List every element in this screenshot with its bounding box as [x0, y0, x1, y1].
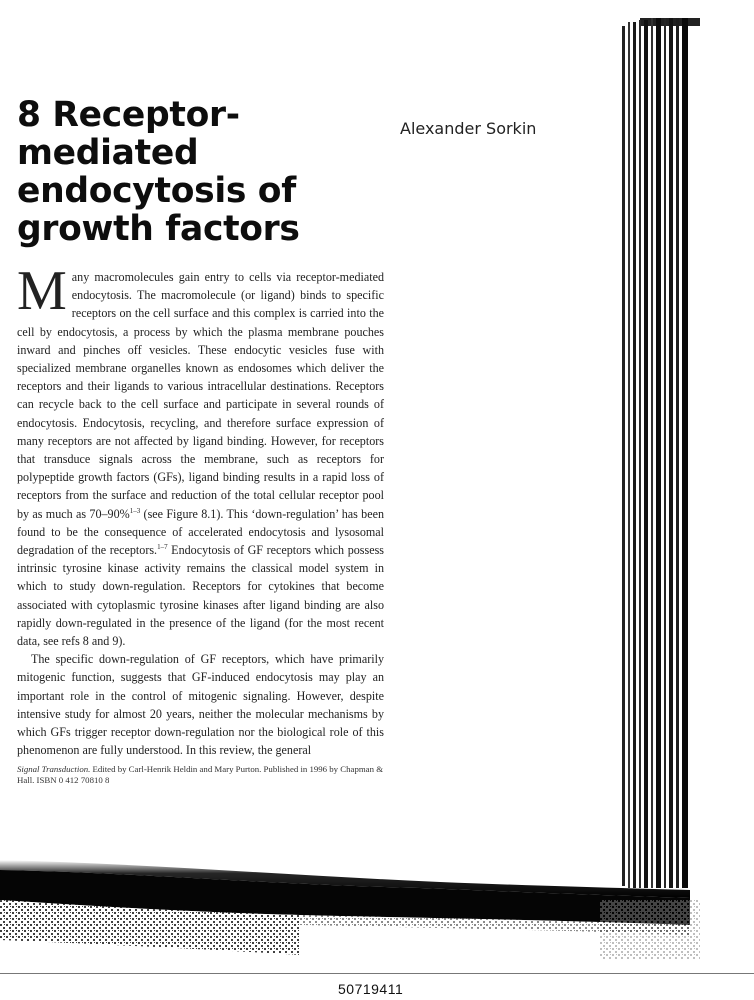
paragraph-text: (see Figure 8.1). This ‘down-regulation’… [17, 506, 385, 558]
paragraph-2: The specific down-regulation of GF recep… [17, 652, 384, 758]
chapter-title-line: growth factors [17, 209, 300, 249]
chapter-title-line: 8 Receptor-mediated [17, 95, 240, 173]
page-stack-edge [622, 18, 688, 888]
citation: 1–7 [157, 543, 168, 552]
chapter-title: 8 Receptor-mediated endocytosis of growt… [17, 96, 377, 248]
footnote-book-title: Signal Transduction. [17, 764, 91, 774]
bottom-rule [0, 973, 754, 974]
paragraph-text: any macromolecules gain entry to cells v… [17, 270, 384, 521]
footnote: Signal Transduction. Edited by Carl-Henr… [17, 764, 384, 785]
chapter-title-line: endocytosis of [17, 171, 296, 211]
document-id: 50719411 [338, 981, 404, 997]
drop-cap: M [17, 260, 67, 322]
citation: 1–3 [129, 506, 141, 515]
paragraph-text: Endocytosis of GF receptors which posses… [17, 543, 384, 649]
author-name: Alexander Sorkin [400, 119, 537, 138]
footnote-text: Edited by Carl-Henrik Heldin and Mary Pu… [17, 764, 384, 785]
